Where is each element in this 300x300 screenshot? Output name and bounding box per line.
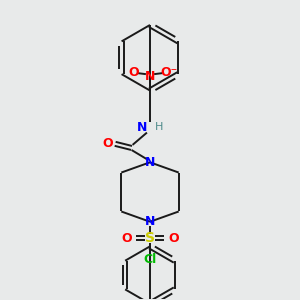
Text: S: S xyxy=(145,231,155,245)
Text: O⁻: O⁻ xyxy=(161,66,178,79)
Text: N: N xyxy=(145,70,155,83)
Text: H: H xyxy=(155,122,164,133)
Text: O: O xyxy=(121,232,132,244)
Text: N: N xyxy=(145,215,155,228)
Text: N: N xyxy=(145,156,155,169)
Text: O: O xyxy=(168,232,179,244)
Text: O: O xyxy=(103,137,113,150)
Text: O: O xyxy=(128,66,139,79)
Text: N: N xyxy=(136,121,147,134)
Text: Cl: Cl xyxy=(143,253,157,266)
